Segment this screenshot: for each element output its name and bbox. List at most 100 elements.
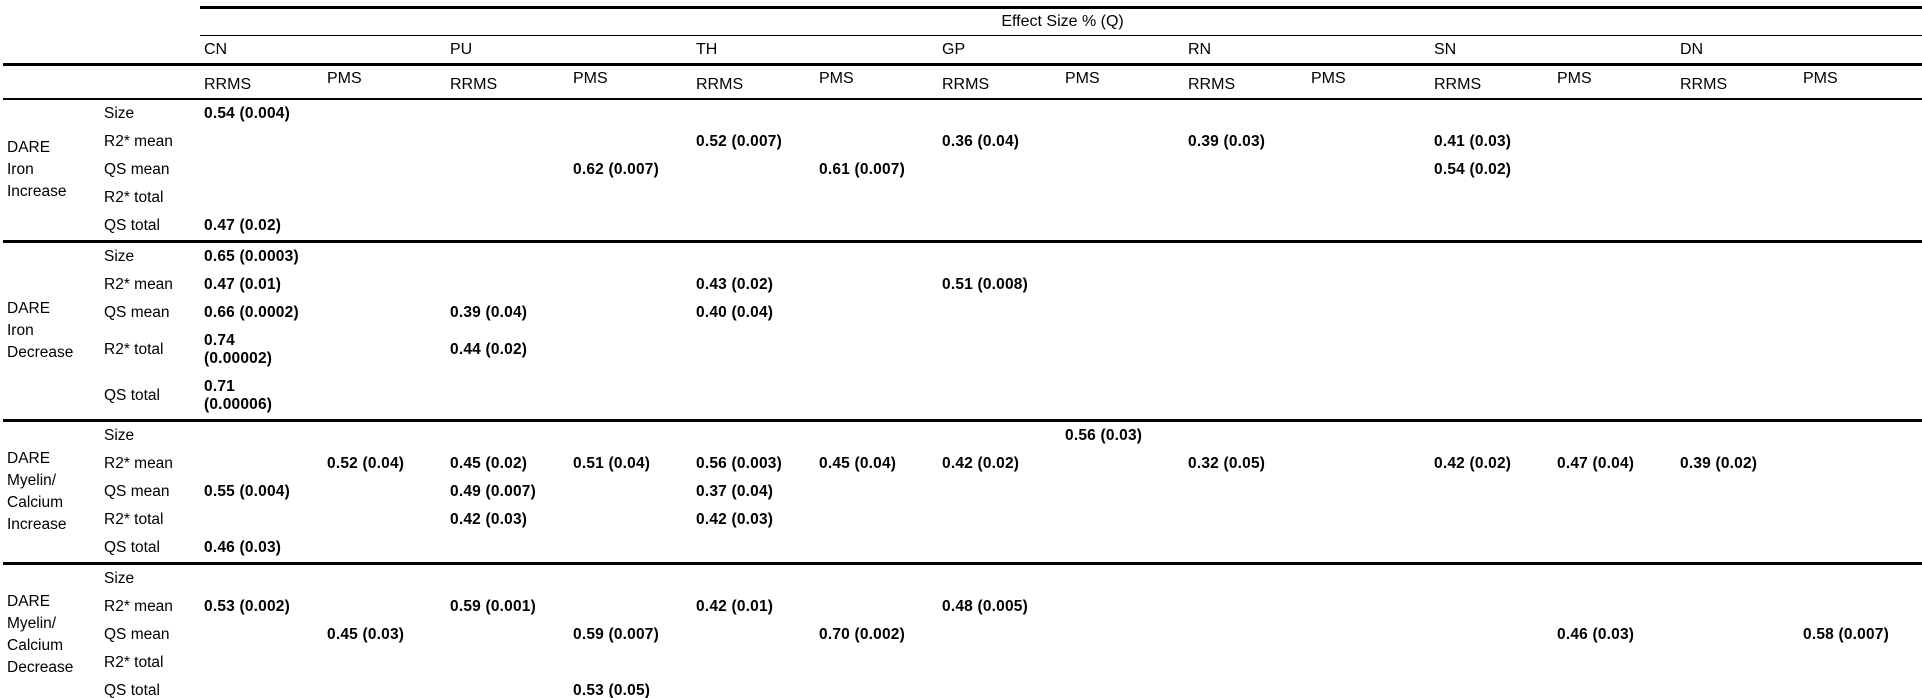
empty-cell [1184,327,1307,373]
empty-cell [938,621,1061,649]
table-row: QS total 0.53 (0.05) [3,677,1922,698]
value-cell: 0.36 (0.04) [942,133,1020,150]
empty-cell [1553,99,1676,128]
empty-cell [1799,240,1922,271]
value-cell: 0.70 (0.002) [819,626,905,643]
empty-cell [1184,649,1307,677]
region-header-gp: GP [938,35,1184,66]
empty-cell [1184,299,1307,327]
empty-cell [1307,478,1430,506]
table-row: QS mean 0.62 (0.007) 0.61 (0.007) 0.54 (0.0… [3,156,1922,184]
empty-cell [200,450,323,478]
subcolumn-header-gp-pms: PMS [1061,64,1184,100]
value-cell: 0.39 (0.02) [1680,455,1758,472]
empty-cell [1061,534,1184,564]
table-row: QS total 0.71 (0.00006) [3,373,1922,421]
empty-cell [1184,621,1307,649]
subcolumn-header-pu-rrms: RRMS [446,64,569,100]
empty-cell [323,506,446,534]
empty-cell [446,373,569,421]
empty-cell [1430,534,1553,564]
empty-cell [569,240,692,271]
value-cell: 0.46 (0.03) [204,539,282,556]
empty-cell [323,419,446,450]
empty-cell [200,677,323,698]
empty-cell [1799,128,1922,156]
empty-cell [1307,562,1430,593]
row-label: Size [100,562,200,593]
empty-cell [1061,621,1184,649]
empty-cell [815,506,938,534]
empty-cell [446,621,569,649]
table-row: DARE Iron Decrease Size 0.65 (0.0003) [3,240,1922,421]
empty-cell [1676,128,1799,156]
value-cell: 0.51 (0.008) [942,276,1028,293]
empty-cell [446,562,569,593]
empty-cell [1676,299,1799,327]
empty-cell [1553,240,1676,271]
empty-cell [1799,156,1922,184]
empty-cell [815,240,938,271]
empty-cell [446,649,569,677]
table-row: DARE Myelin/ Calcium Increase Size 0.56 (0… [3,419,1922,564]
empty-cell [815,419,938,450]
empty-cell [1430,593,1553,621]
value-cell: 0.45 (0.02) [450,455,528,472]
empty-cell [569,534,692,564]
empty-cell [1430,506,1553,534]
empty-cell [1061,212,1184,242]
value-cell: 0.56 (0.03) [1061,419,1184,450]
group-label: DARE Myelin/ Calcium Increase [3,419,100,564]
table-row: QS total 0.46 (0.03) [3,534,1922,564]
empty-cell [815,212,938,242]
empty-cell [446,184,569,212]
row-label: R2* mean [104,276,173,293]
empty-cell [938,240,1061,271]
empty-cell [323,562,446,593]
empty-cell [1307,373,1430,421]
empty-cell [1307,621,1430,649]
empty-cell [1676,534,1799,564]
row-label: R2* total [104,654,164,671]
empty-cell [938,677,1061,698]
value-cell: 0.47 (0.02) [204,217,282,234]
row-label: R2* mean [104,133,173,150]
empty-cell [1799,677,1922,698]
empty-cell [1061,184,1184,212]
empty-cell [1676,649,1799,677]
empty-cell [1430,212,1553,242]
region-header-cn: CN [200,35,446,66]
empty-cell [815,327,938,373]
table-row: QS mean 0.45 (0.03) 0.59 (0.007) 0.70 (0.00… [3,621,1922,649]
empty-cell [692,99,815,128]
table-row: R2* mean 0.47 (0.01) 0.43 (0.02) 0.51 (0.00… [3,271,1922,299]
empty-cell [446,419,569,450]
empty-cell [569,212,692,242]
value-cell: 0.45 (0.03) [327,626,405,643]
empty-cell [1430,419,1553,450]
empty-cell [938,327,1061,373]
region-header-th: TH [692,35,938,66]
empty-cell [1061,271,1184,299]
table-row: QS total 0.47 (0.02) [3,212,1922,242]
row-label: QS mean [104,304,170,321]
group-label: DARE Iron Decrease [3,240,100,421]
subcolumn-header-cn-pms: PMS [323,64,446,100]
empty-cell [1184,419,1307,450]
region-header-sn: SN [1430,35,1676,66]
group-label: DARE Iron Increase [7,139,67,200]
subcolumn-header-pu-pms: PMS [569,64,692,100]
value-cell: 0.47 (0.01) [204,276,282,293]
empty-cell [446,240,569,271]
empty-cell [1184,478,1307,506]
empty-cell [1184,562,1307,593]
empty-cell [1553,156,1676,184]
empty-cell [1676,478,1799,506]
empty-cell [1676,621,1799,649]
empty-cell [1799,271,1922,299]
empty-cell [323,99,446,128]
value-cell: 0.52 (0.04) [327,455,405,472]
empty-cell [692,534,815,564]
empty-cell [1553,419,1676,450]
empty-cell [1307,240,1430,271]
